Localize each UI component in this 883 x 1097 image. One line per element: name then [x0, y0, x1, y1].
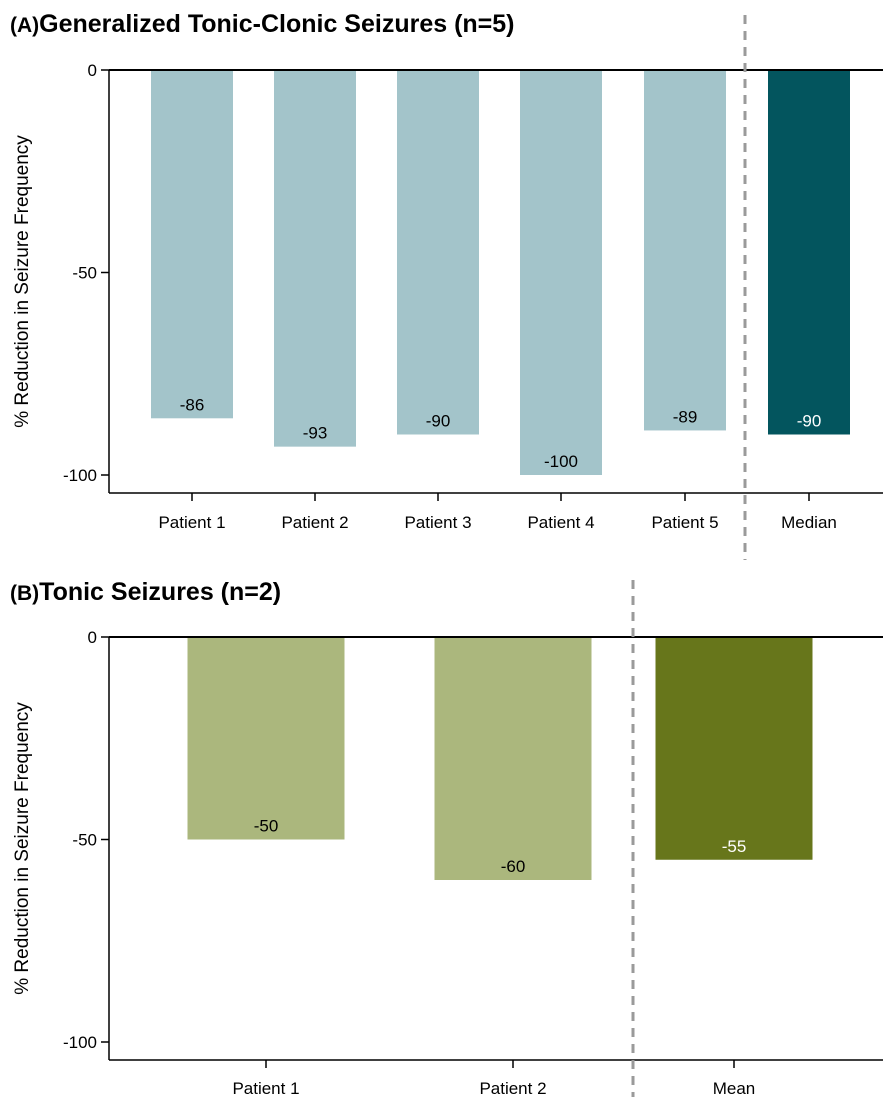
x-tick-label: Patient 3: [404, 513, 471, 532]
x-tick-label: Mean: [713, 1079, 756, 1097]
x-tick-label: Patient 2: [479, 1079, 546, 1097]
bar-patient-1: [151, 70, 233, 419]
x-tick-label: Patient 1: [158, 513, 225, 532]
y-tick-label: -50: [72, 831, 97, 850]
x-tick-label: Patient 4: [527, 513, 594, 532]
panel-b-label: (B): [10, 582, 40, 605]
data-label: -55: [722, 837, 747, 856]
data-label: -90: [426, 412, 451, 431]
x-tick-label: Median: [781, 513, 837, 532]
y-tick-label: -100: [63, 1033, 97, 1052]
panel-a: (A)Generalized Tonic-Clonic Seizures (n=…: [10, 10, 883, 560]
y-axis-label: % Reduction in Seizure Frequency: [12, 135, 33, 428]
bar-patient-5: [644, 70, 726, 431]
x-tick-label: Patient 2: [281, 513, 348, 532]
y-tick-label: -100: [63, 466, 97, 485]
panel-b-title: (B)Tonic Seizures (n=2): [10, 578, 281, 607]
data-label: -60: [501, 857, 526, 876]
y-tick-label: -50: [72, 264, 97, 283]
data-label: -93: [303, 424, 328, 443]
y-axis-label: % Reduction in Seizure Frequency: [12, 702, 33, 995]
bar-patient-4: [520, 70, 602, 475]
bar-patient-2: [274, 70, 356, 447]
bar-patient-3: [397, 70, 479, 435]
bar-patient-2: [434, 637, 592, 880]
bar-mean: [655, 637, 813, 860]
data-label: -89: [673, 407, 698, 426]
data-label: -90: [797, 412, 822, 431]
y-tick-label: 0: [88, 628, 97, 647]
data-label: -86: [180, 395, 205, 414]
y-tick-label: 0: [88, 61, 97, 80]
chart-a: 0 -50 -100 % Reduction in Seizure Frequency…: [12, 15, 883, 560]
panel-a-label: (A): [10, 14, 40, 37]
panel-b-heading: Tonic Seizures (n=2): [39, 578, 282, 606]
x-tick-label: Patient 1: [232, 1079, 299, 1097]
x-tick-label: Patient 5: [651, 513, 718, 532]
data-label: -50: [254, 817, 279, 836]
bar-patient-1: [187, 637, 345, 840]
bar-median: [768, 70, 850, 435]
data-label: -100: [544, 452, 578, 471]
panel-a-title: (A)Generalized Tonic-Clonic Seizures (n=…: [10, 10, 515, 39]
panel-a-heading: Generalized Tonic-Clonic Seizures (n=5): [39, 10, 515, 38]
